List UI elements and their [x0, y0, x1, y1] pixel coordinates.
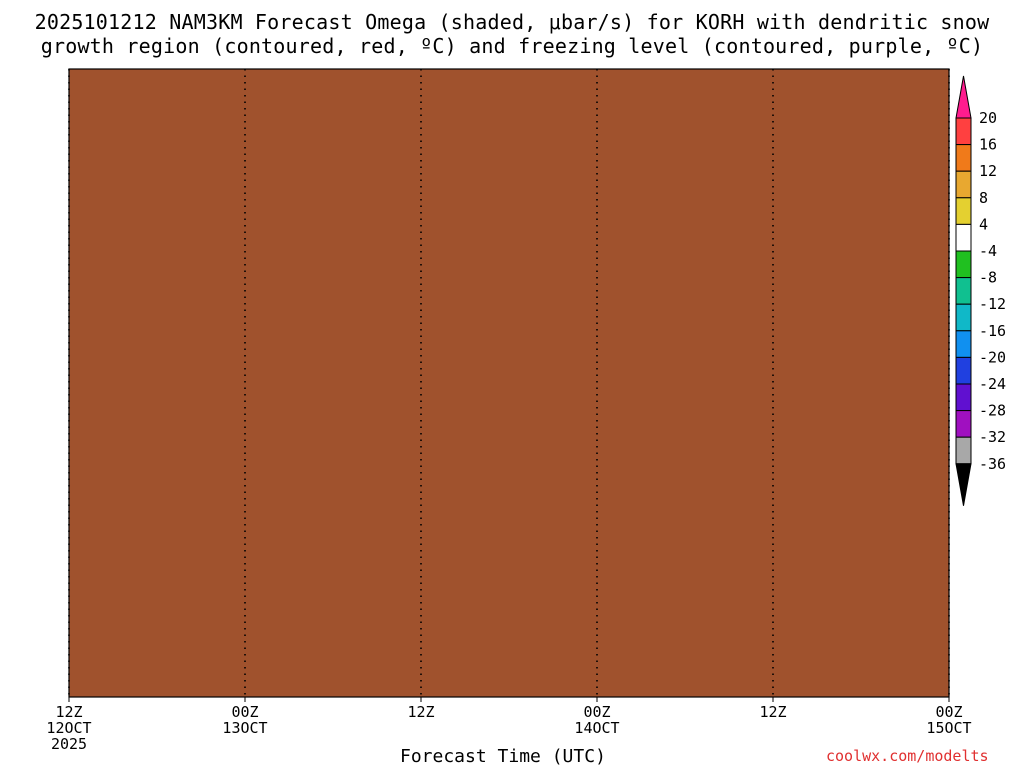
- x-tick-label-36-1: 00Z: [583, 703, 610, 721]
- colorbar-bin-10: [955, 383, 972, 412]
- credit-link[interactable]: coolwx.com/modelts: [826, 747, 989, 765]
- x-tick-label-0-3: 2025: [51, 735, 87, 753]
- colorbar-label-8: -16: [979, 322, 1006, 340]
- colorbar-label-0: 20: [979, 109, 997, 127]
- colorbar-label-4: 4: [979, 215, 988, 233]
- colorbar-bin-2: [955, 170, 972, 199]
- colorbar-label-7: -12: [979, 295, 1006, 313]
- colorbar-bin-6: [955, 277, 972, 305]
- x-axis-label: Forecast Time (UTC): [400, 746, 606, 767]
- x-tick-label-36-2: 14OCT: [574, 719, 619, 737]
- plot-frame: [68, 68, 950, 698]
- colorbar-bin-11: [955, 410, 972, 438]
- colorbar-label-10: -24: [979, 375, 1006, 393]
- chart-title-line-2: growth region (contoured, red, ºC) and f…: [40, 34, 984, 58]
- colorbar: 20 16 12 8 4 -4 -8 -12 -16 -20 -24 -28 -32 -36: [955, 75, 1006, 506]
- colorbar-bin-9: [955, 356, 972, 385]
- colorbar-label-11: -28: [979, 402, 1006, 420]
- colorbar-label-13: -36: [979, 455, 1006, 473]
- colorbar-top-arrow: [955, 75, 972, 119]
- colorbar-bin-8: [955, 330, 972, 358]
- colorbar-bin-3: [955, 197, 972, 225]
- x-tick-label-24-1: 12Z: [407, 703, 434, 721]
- colorbar-label-2: 12: [979, 162, 997, 180]
- x-tick-label-0-2: 12OCT: [46, 719, 91, 737]
- chart-title-line-1: 2025101212 NAM3KM Forecast Omega (shaded…: [34, 10, 990, 34]
- colorbar-label-6: -8: [979, 269, 997, 287]
- ground-surface: [69, 69, 949, 697]
- colorbar-bin-7: [955, 303, 972, 332]
- x-tick-label-0-1: 12Z: [55, 703, 82, 721]
- colorbar-label-3: 8: [979, 189, 988, 207]
- x-tick-label-12-1: 00Z: [231, 703, 258, 721]
- colorbar-bin-1: [955, 144, 972, 172]
- colorbar-bottom-arrow: [955, 463, 972, 506]
- colorbar-bin-12: [955, 436, 972, 465]
- colorbar-label-9: -20: [979, 348, 1006, 366]
- colorbar-bin-4: [955, 223, 972, 252]
- colorbar-bin-0: [955, 117, 972, 146]
- x-tick-label-60-1: 00Z: [935, 703, 962, 721]
- x-tick-label-60-2: 15OCT: [926, 719, 971, 737]
- colorbar-bin-5: [955, 250, 972, 279]
- colorbar-label-12: -32: [979, 428, 1006, 446]
- x-tick-label-48-1: 12Z: [759, 703, 786, 721]
- x-tick-label-12-2: 13OCT: [222, 719, 267, 737]
- colorbar-label-1: 16: [979, 136, 997, 154]
- axes: 2503003504004505005506006507007508008509…: [46, 68, 972, 753]
- omega-field: [69, 69, 949, 697]
- colorbar-label-5: -4: [979, 242, 997, 260]
